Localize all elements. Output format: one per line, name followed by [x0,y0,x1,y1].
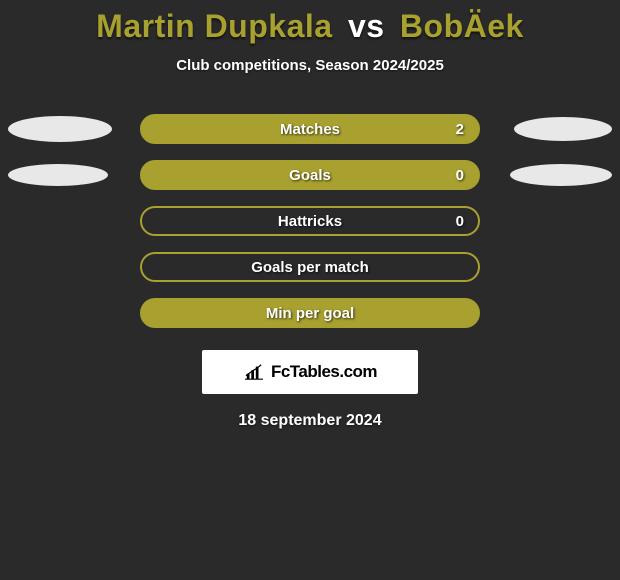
stat-bar: Goals per match [140,252,480,282]
stat-bar: Min per goal [140,298,480,328]
side-ellipse [514,117,612,141]
stat-label: Hattricks [278,213,342,230]
date-text: 18 september 2024 [0,412,620,430]
stat-value: 0 [456,213,464,230]
stat-value: 0 [456,167,464,184]
side-ellipse [8,164,108,186]
player2-name: BobÄek [400,8,524,44]
stat-label: Min per goal [266,305,354,322]
side-ellipse [510,164,612,186]
stat-label: Matches [280,121,340,138]
logo-text: FcTables.com [271,362,377,382]
stat-label: Goals [289,167,331,184]
comparison-title: Martin Dupkala vs BobÄek [0,0,620,45]
stat-row: Goals per match [0,252,620,282]
stat-bar: Hattricks 0 [140,206,480,236]
stat-row: Min per goal [0,298,620,328]
stat-bar: Matches 2 [140,114,480,144]
side-ellipse [8,116,112,142]
stat-row: Matches 2 [0,114,620,144]
stat-value: 2 [456,121,464,138]
chart-icon [243,363,265,381]
stat-row: Goals 0 [0,160,620,190]
vs-text: vs [348,8,385,44]
stat-bar: Goals 0 [140,160,480,190]
logo-box: FcTables.com [202,350,418,394]
stat-label: Goals per match [251,259,369,276]
stat-row: Hattricks 0 [0,206,620,236]
stat-rows: Matches 2 Goals 0 Hattricks 0 Goals per match M… [0,114,620,328]
player1-name: Martin Dupkala [96,8,332,44]
subtitle: Club competitions, Season 2024/2025 [0,57,620,74]
